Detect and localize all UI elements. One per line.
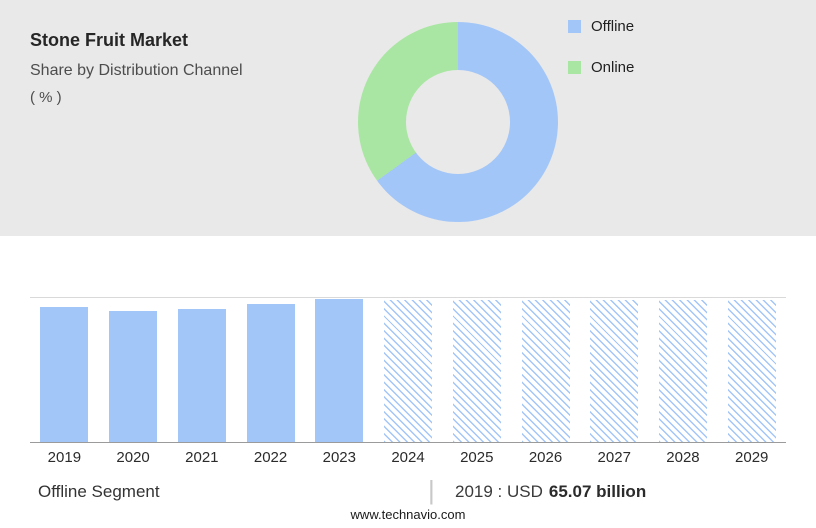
donut-hole xyxy=(406,70,510,174)
bar-cell xyxy=(580,298,649,442)
stat-line: 2019 : USD 65.07 billion xyxy=(455,482,646,502)
history-bar xyxy=(246,304,295,442)
bar-cell xyxy=(99,298,168,442)
stat-prefix: 2019 : USD xyxy=(455,482,543,501)
x-axis-label: 2029 xyxy=(735,449,769,466)
stat-value: 65.07 billion xyxy=(548,482,647,501)
forecast-bar xyxy=(727,300,776,442)
bar-cell xyxy=(649,298,718,442)
history-bar xyxy=(315,299,364,442)
segment-label: Offline Segment xyxy=(38,482,160,501)
x-axis-label: 2025 xyxy=(460,449,494,466)
x-axis-label: 2028 xyxy=(666,449,700,466)
website-text: www.technavio.com xyxy=(350,507,466,522)
x-axis-label: 2021 xyxy=(185,449,219,466)
bar-cell xyxy=(305,298,374,442)
forecast-bar xyxy=(658,300,707,442)
legend-label-online: Online xyxy=(591,58,635,76)
title-block: Stone Fruit Market Share by Distribution… xyxy=(30,30,243,106)
legend-label-offline: Offline xyxy=(591,17,635,35)
x-axis-label: 2024 xyxy=(391,449,425,466)
x-axis-label: 2020 xyxy=(116,449,150,466)
bar-cell xyxy=(442,298,511,442)
history-bar xyxy=(40,307,89,442)
bar-cell xyxy=(717,298,786,442)
legend-item-offline: Offline xyxy=(568,16,634,36)
x-axis-label: 2026 xyxy=(528,449,563,466)
bar-chart xyxy=(30,297,786,443)
x-axis-label: 2023 xyxy=(322,449,356,466)
history-bar xyxy=(177,308,226,442)
x-axis-labels: 2019 2020 2021 2022 2023 2024 2025 2026 2027 2028… xyxy=(30,449,786,466)
bar-cell xyxy=(30,298,99,442)
x-axis-label: 2027 xyxy=(597,449,631,466)
forecast-bar xyxy=(590,300,639,442)
legend: Offline Online xyxy=(568,16,634,98)
summary-panel: Stone Fruit Market Share by Distribution… xyxy=(0,0,816,236)
donut-chart xyxy=(358,22,558,222)
history-bar xyxy=(109,311,158,442)
bar-cell xyxy=(167,298,236,442)
online-swatch-icon xyxy=(568,60,581,74)
unit-label: ( % ) xyxy=(30,89,62,106)
forecast-bar xyxy=(521,300,570,442)
bar-cell xyxy=(374,298,443,442)
x-axis-label: 2019 xyxy=(47,449,82,466)
offline-swatch-icon xyxy=(568,19,581,33)
separator: | xyxy=(428,475,435,505)
legend-item-online: Online xyxy=(568,57,634,77)
page-title: Stone Fruit Market xyxy=(30,30,189,50)
page-subtitle: Share by Distribution Channel xyxy=(30,62,243,79)
bar-cell xyxy=(511,298,580,442)
x-axis-label: 2022 xyxy=(253,449,288,466)
bar-cell xyxy=(236,298,305,442)
forecast-bar xyxy=(452,300,501,442)
forecast-bar xyxy=(384,300,433,442)
